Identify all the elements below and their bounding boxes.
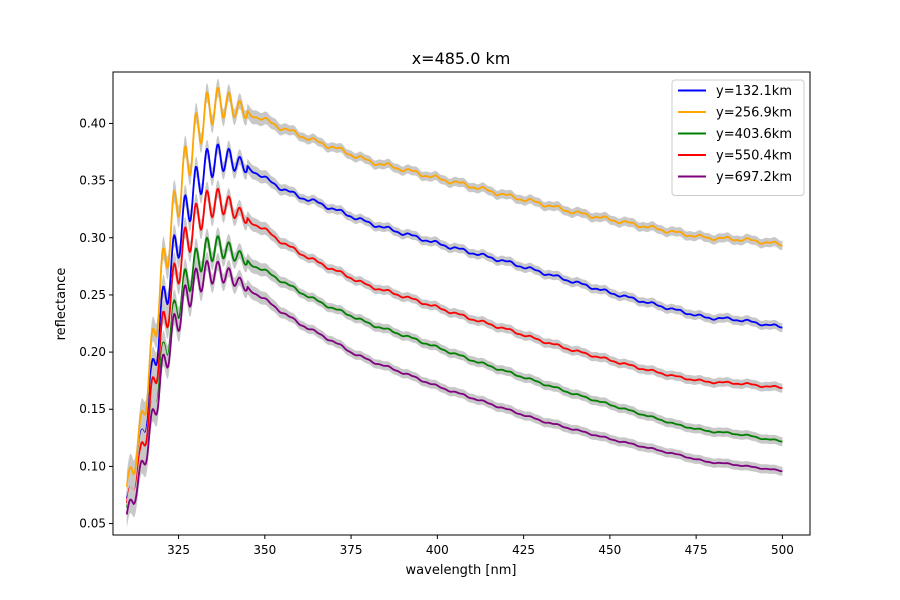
legend: y=132.1km y=256.9km y=403.6km y=550.4km y=69… [671, 79, 805, 196]
y-tick-label: 0.20 [79, 345, 106, 359]
series-y=132.1km [125, 135, 783, 513]
plot-area [125, 78, 783, 529]
series-y=256.9km [125, 78, 783, 501]
x-tick-label: 350 [253, 543, 276, 557]
y-tick-label: 0.15 [79, 402, 106, 416]
x-tick-label: 475 [685, 543, 708, 557]
y-tick-label: 0.05 [79, 517, 106, 531]
chart-title: x=485.0 km [412, 49, 511, 68]
axes-frame [112, 71, 811, 536]
x-axis: 325 350 375 400 425 450 475 500 [167, 535, 794, 557]
x-tick-label: 500 [771, 543, 794, 557]
series-y=697.2km [125, 251, 783, 529]
y-axis: 0.05 0.10 0.15 0.20 0.25 0.30 0.35 0.40 [79, 116, 113, 531]
x-tick-label: 375 [340, 543, 363, 557]
x-axis-label: wavelength [nm] [406, 563, 517, 578]
y-tick-label: 0.40 [79, 116, 106, 130]
x-tick-label: 400 [426, 543, 449, 557]
series-line [125, 86, 783, 488]
legend-box [671, 79, 805, 196]
y-tick-label: 0.30 [79, 231, 106, 245]
legend-item: y=697.2km [678, 170, 792, 185]
legend-label: y=697.2km [716, 170, 792, 185]
legend-label: y=403.6km [716, 127, 792, 142]
y-axis-label: reflectance [54, 268, 69, 341]
series-line [125, 235, 783, 508]
x-tick-label: 450 [598, 543, 621, 557]
legend-item: y=550.4km [678, 149, 792, 164]
x-tick-label: 325 [167, 543, 190, 557]
series-line [125, 259, 783, 515]
series-line [125, 188, 783, 504]
legend-item: y=132.1km [678, 84, 792, 99]
legend-label: y=132.1km [716, 84, 792, 99]
y-tick-label: 0.10 [79, 459, 106, 473]
y-tick-label: 0.25 [79, 288, 106, 302]
x-tick-label: 425 [512, 543, 535, 557]
series-line [125, 143, 783, 499]
series-y=550.4km [125, 180, 783, 517]
y-tick-label: 0.35 [79, 174, 106, 188]
legend-item: y=256.9km [678, 106, 792, 121]
legend-item: y=403.6km [678, 127, 792, 142]
series-y=403.6km [125, 227, 783, 522]
legend-label: y=256.9km [716, 106, 792, 121]
legend-label: y=550.4km [716, 149, 792, 164]
series-band [126, 251, 783, 529]
